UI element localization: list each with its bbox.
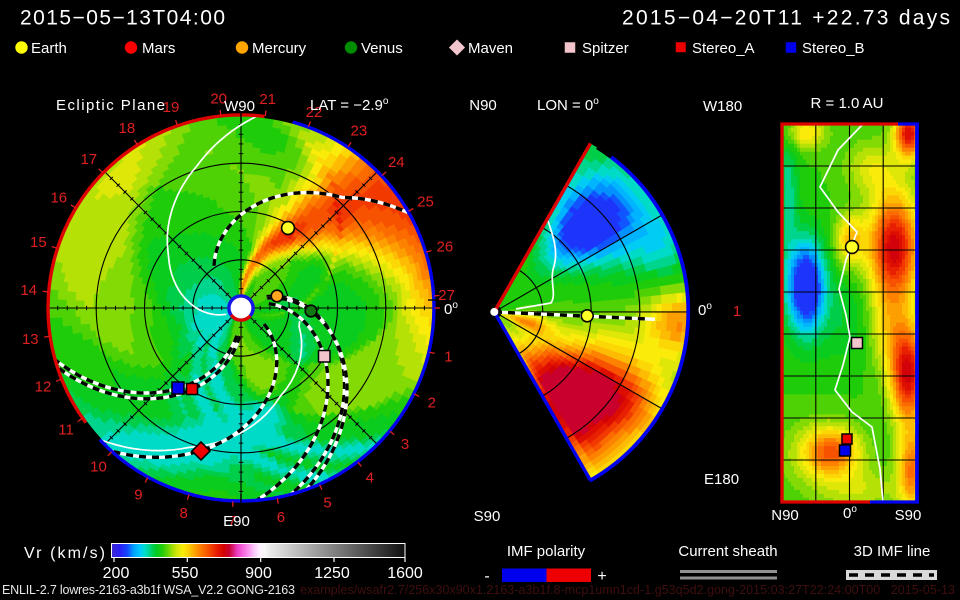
- svg-text:Vr (km/s): Vr (km/s): [24, 545, 105, 562]
- svg-text:LON = 0o: LON = 0o: [537, 96, 599, 114]
- svg-text:Current sheath: Current sheath: [678, 543, 777, 560]
- svg-text:19: 19: [163, 99, 180, 116]
- svg-text:13: 13: [22, 331, 39, 348]
- svg-text:LAT = −2.9o: LAT = −2.9o: [310, 96, 389, 114]
- svg-text:18: 18: [119, 120, 136, 137]
- svg-text:2015−05−13T04:00: 2015−05−13T04:00: [20, 7, 225, 30]
- svg-text:E90: E90: [223, 513, 250, 530]
- svg-text:W90: W90: [224, 98, 255, 115]
- svg-text:1600: 1600: [387, 565, 423, 582]
- svg-text:+: +: [597, 568, 606, 585]
- svg-text:26: 26: [437, 238, 454, 255]
- svg-text:24: 24: [388, 154, 405, 171]
- svg-text:2015−04−20T11 +22.73 days: 2015−04−20T11 +22.73 days: [622, 7, 950, 30]
- svg-text:21: 21: [259, 91, 276, 108]
- svg-text:25: 25: [417, 194, 434, 211]
- svg-text:S90: S90: [474, 508, 501, 525]
- svg-text:3: 3: [401, 436, 409, 453]
- svg-text:15: 15: [30, 234, 47, 251]
- svg-text:Stereo_A: Stereo_A: [692, 40, 755, 57]
- svg-text:-: -: [484, 568, 489, 585]
- svg-text:N90: N90: [469, 97, 497, 114]
- svg-text:550: 550: [172, 565, 199, 582]
- svg-text:9: 9: [134, 487, 142, 504]
- svg-text:2: 2: [428, 395, 436, 412]
- svg-text:Spitzer: Spitzer: [582, 40, 629, 57]
- svg-text:IMF polarity: IMF polarity: [507, 543, 586, 560]
- svg-text:900: 900: [245, 565, 272, 582]
- svg-text:Mars: Mars: [142, 40, 175, 57]
- svg-text:Ecliptic Plane: Ecliptic Plane: [56, 97, 165, 114]
- svg-text:12: 12: [35, 378, 52, 395]
- svg-text:Venus: Venus: [361, 40, 403, 57]
- svg-text:10: 10: [90, 458, 107, 475]
- svg-text:6: 6: [277, 509, 285, 526]
- svg-text:Stereo_B: Stereo_B: [802, 40, 865, 57]
- svg-text:1: 1: [733, 303, 741, 320]
- svg-text:17: 17: [80, 151, 97, 168]
- svg-text:3D IMF line: 3D IMF line: [854, 543, 931, 560]
- svg-text:R = 1.0 AU: R = 1.0 AU: [811, 95, 884, 112]
- svg-text:22: 22: [306, 104, 323, 121]
- svg-text:8: 8: [180, 505, 188, 522]
- svg-text:ENLIL-2.7 lowres-2163-a3b1f WS: ENLIL-2.7 lowres-2163-a3b1f WSA_V2.2 GON…: [2, 583, 295, 597]
- svg-text:E180: E180: [704, 471, 739, 488]
- svg-text:Maven: Maven: [468, 40, 513, 57]
- svg-text:16: 16: [50, 190, 67, 207]
- svg-text:14: 14: [20, 282, 37, 299]
- svg-text:Mercury: Mercury: [252, 40, 307, 57]
- svg-text:20: 20: [210, 91, 227, 108]
- svg-text:examples/wsafr2.7/256x30x90x1.: examples/wsafr2.7/256x30x90x1.2163-a3b1f…: [300, 583, 955, 597]
- svg-text:1250: 1250: [314, 565, 350, 582]
- svg-text:11: 11: [58, 422, 74, 439]
- svg-text:5: 5: [323, 495, 331, 512]
- svg-text:1: 1: [444, 349, 452, 366]
- svg-text:4: 4: [366, 470, 374, 487]
- svg-text:S90: S90: [895, 507, 922, 524]
- svg-text:N90: N90: [771, 507, 799, 524]
- svg-text:Earth: Earth: [31, 40, 67, 57]
- svg-text:W180: W180: [703, 98, 742, 115]
- svg-text:200: 200: [103, 565, 130, 582]
- svg-text:23: 23: [351, 123, 368, 140]
- svg-text:27: 27: [438, 287, 455, 304]
- svg-text:7: 7: [228, 513, 236, 530]
